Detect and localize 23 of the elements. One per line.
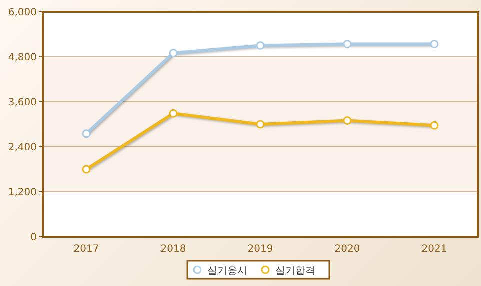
point	[169, 49, 178, 58]
y-tick-label: 6,000	[8, 8, 37, 18]
point	[343, 40, 352, 48]
y-tick-label: 3,600	[8, 98, 37, 108]
point	[430, 40, 439, 48]
point	[169, 109, 178, 118]
point	[343, 116, 352, 125]
point	[82, 165, 91, 174]
point	[430, 121, 439, 130]
legend-label: 실기응시	[208, 266, 248, 277]
x-tick-label: 2021	[422, 244, 448, 255]
x-tick-label: 2019	[248, 244, 274, 255]
y-tick-label: 4,800	[8, 52, 37, 64]
y-tick-label: 1,200	[8, 188, 37, 198]
x-tick-label: 2017	[74, 244, 100, 255]
y-tick-label: 2,400	[8, 142, 37, 154]
y-tick-label: 0	[30, 232, 37, 244]
point	[82, 130, 91, 138]
x-tick-label: 2020	[334, 244, 360, 255]
x-tick-label: 2018	[160, 244, 186, 255]
legend-label: 실기합격	[276, 266, 316, 277]
point	[256, 42, 265, 50]
point	[256, 120, 265, 129]
